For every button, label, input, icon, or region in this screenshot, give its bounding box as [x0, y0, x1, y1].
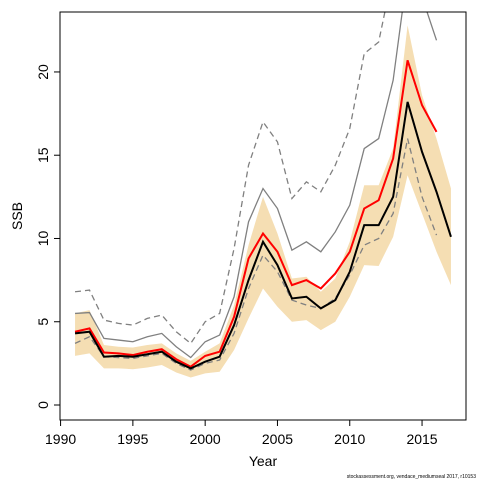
x-tick-label: 1990 [45, 431, 76, 447]
series-line [74, 12, 438, 359]
series-line [74, 12, 386, 345]
y-tick-label: 0 [35, 401, 51, 409]
plot-area [74, 12, 452, 378]
plot-frame [59, 11, 467, 421]
x-tick-label: 2005 [262, 431, 293, 447]
x-tick-label: 2010 [334, 431, 365, 447]
x-tick-label: 2000 [190, 431, 221, 447]
y-axis-label: SSB [9, 202, 25, 230]
y-tick-label: 15 [35, 147, 51, 163]
series-line [74, 101, 452, 370]
series-line [74, 138, 438, 371]
x-tick-label: 1995 [117, 431, 148, 447]
x-axis-label: Year [249, 453, 278, 469]
footnote: stockassessment.org, vendace_mediumseal … [347, 474, 476, 480]
confidence-band [75, 25, 451, 378]
series-line [74, 59, 438, 368]
y-tick-label: 20 [35, 64, 51, 80]
x-tick-label: 2015 [406, 431, 437, 447]
y-tick-label: 10 [35, 230, 51, 246]
y-tick-label: 5 [35, 318, 51, 326]
